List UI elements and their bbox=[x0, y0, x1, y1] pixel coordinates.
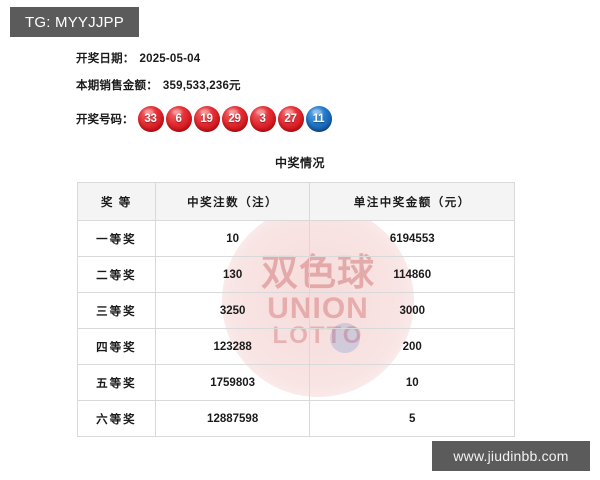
page-title: 中奖情况 bbox=[274, 156, 325, 170]
site-watermark-badge: www.jiudinbb.com bbox=[432, 441, 590, 471]
lottery-ball-number: 11 bbox=[312, 113, 325, 125]
telegram-watermark-badge: TG: MYYJJPP bbox=[10, 7, 139, 37]
sales-amount-label: 本期销售金额： bbox=[76, 80, 158, 92]
telegram-watermark-text: TG: MYYJJPP bbox=[25, 13, 124, 31]
prize-amount-cell: 10 bbox=[309, 364, 515, 401]
prize-grade-cell: 二等奖 bbox=[77, 256, 156, 293]
sales-amount-value: 359,533,236元 bbox=[162, 80, 241, 92]
table-row: 六等奖 12887598 5 bbox=[77, 400, 515, 437]
table-row: 三等奖 3250 3000 bbox=[77, 292, 515, 329]
table-header: 奖 等 中奖注数（注） 单注中奖金额（元） bbox=[77, 182, 515, 221]
lottery-ball-red-29: 29 bbox=[221, 106, 248, 132]
sales-amount-line: 本期销售金额： 359,533,236元 bbox=[76, 77, 241, 93]
prize-grade-cell: 三等奖 bbox=[77, 292, 156, 329]
lottery-ball-list: 33 6 19 29 3 27 11 bbox=[137, 106, 332, 132]
winning-count-cell: 1759803 bbox=[154, 364, 311, 401]
draw-date-label: 开奖日期： bbox=[76, 53, 135, 65]
prize-breakdown-table: 奖 等 中奖注数（注） 单注中奖金额（元） 一等奖 10 6194553 二等奖 130… bbox=[77, 182, 515, 437]
table-body: 一等奖 10 6194553 二等奖 130 114860 三等奖 3250 3000 四等奖 12… bbox=[77, 220, 515, 437]
lottery-ball-red-19: 19 bbox=[193, 106, 220, 132]
prize-amount-cell: 114860 bbox=[309, 256, 515, 293]
column-header-grade: 奖 等 bbox=[77, 182, 156, 221]
table-row: 一等奖 10 6194553 bbox=[77, 220, 515, 257]
winning-count-cell: 10 bbox=[154, 220, 311, 257]
table-row: 二等奖 130 114860 bbox=[77, 256, 515, 293]
winning-count-cell: 12887598 bbox=[154, 400, 311, 437]
lottery-ball-number: 27 bbox=[284, 113, 297, 125]
winning-count-cell: 130 bbox=[154, 256, 311, 293]
lottery-ball-number: 3 bbox=[259, 113, 266, 125]
column-header-count: 中奖注数（注） bbox=[154, 182, 311, 221]
lottery-ball-red-6: 6 bbox=[165, 106, 192, 132]
lottery-ball-number: 19 bbox=[200, 113, 213, 125]
prize-amount-cell: 3000 bbox=[309, 292, 515, 329]
winning-count-cell: 3250 bbox=[154, 292, 311, 329]
lottery-ball-red-27: 27 bbox=[277, 106, 304, 132]
winning-count-cell: 123288 bbox=[154, 328, 311, 365]
lottery-ball-red-3: 3 bbox=[249, 106, 276, 132]
prize-amount-cell: 6194553 bbox=[309, 220, 515, 257]
prize-grade-cell: 五等奖 bbox=[77, 364, 156, 401]
prize-grade-cell: 四等奖 bbox=[77, 328, 156, 365]
draw-date-line: 开奖日期： 2025-05-04 bbox=[76, 50, 200, 66]
prize-amount-cell: 200 bbox=[309, 328, 515, 365]
prize-amount-cell: 5 bbox=[309, 400, 515, 437]
column-header-amount: 单注中奖金额（元） bbox=[309, 182, 515, 221]
table-row: 四等奖 123288 200 bbox=[77, 328, 515, 365]
draw-date-value: 2025-05-04 bbox=[139, 53, 201, 65]
lottery-ball-number: 6 bbox=[175, 113, 182, 125]
table-header-row: 奖 等 中奖注数（注） 单注中奖金额（元） bbox=[77, 182, 515, 221]
prize-grade-cell: 六等奖 bbox=[77, 400, 156, 437]
lottery-ball-number: 33 bbox=[144, 113, 157, 125]
draw-numbers-label: 开奖号码： bbox=[76, 114, 134, 126]
lottery-ball-number: 29 bbox=[228, 113, 241, 125]
table-row: 五等奖 1759803 10 bbox=[77, 364, 515, 401]
site-watermark-text: www.jiudinbb.com bbox=[453, 448, 569, 464]
lottery-ball-blue-11: 11 bbox=[305, 106, 332, 132]
draw-numbers-row: 开奖号码： 33 6 19 29 3 27 11 bbox=[76, 106, 332, 132]
prize-grade-cell: 一等奖 bbox=[77, 220, 156, 257]
lottery-ball-red-33: 33 bbox=[137, 106, 164, 132]
